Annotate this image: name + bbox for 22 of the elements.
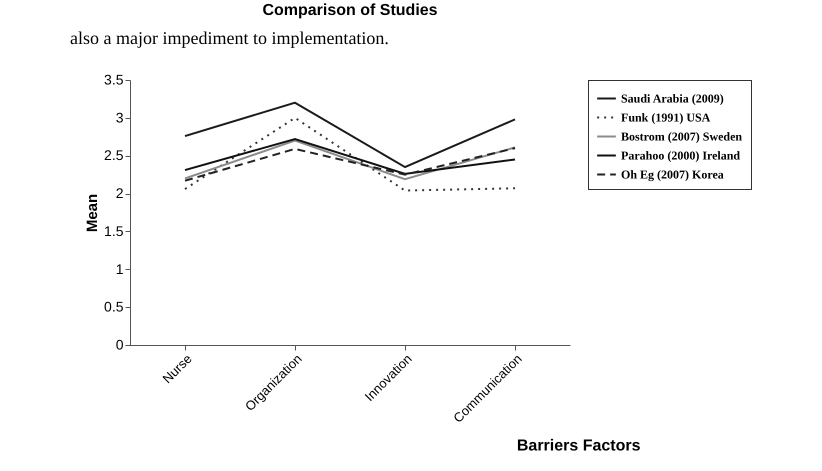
y-tick-label: 2.5 [104,147,124,164]
y-tick-label: 3.5 [104,72,124,88]
y-tick-label: 3 [116,109,124,126]
chart-title: Comparison of Studies [262,2,438,19]
text: also a major impediment to implementation. [70,28,389,48]
legend-label: Parahoo (2000) Ireland [621,148,740,162]
legend-label: Saudi Arabia (2009) [621,92,724,106]
line-series [184,102,516,168]
legend-label: Bostrom (2007) Sweden [621,130,742,144]
line-series [184,147,516,182]
y-tick-label: 1.5 [104,222,124,239]
legend-label: Oh Eg (2007) Korea [621,168,724,182]
line-series [184,116,516,192]
y-tick-label: 2 [116,185,124,202]
y-tick-label: 1 [116,260,124,277]
line-series [184,138,516,175]
y-axis-title: Mean [84,194,102,232]
y-tick-label: 0.5 [104,298,124,315]
x-axis-title: Barriers Factors [516,438,641,454]
line-series [184,140,516,180]
legend-label: Funk (1991) USA [621,110,711,124]
y-tick-label: 0 [116,336,124,352]
